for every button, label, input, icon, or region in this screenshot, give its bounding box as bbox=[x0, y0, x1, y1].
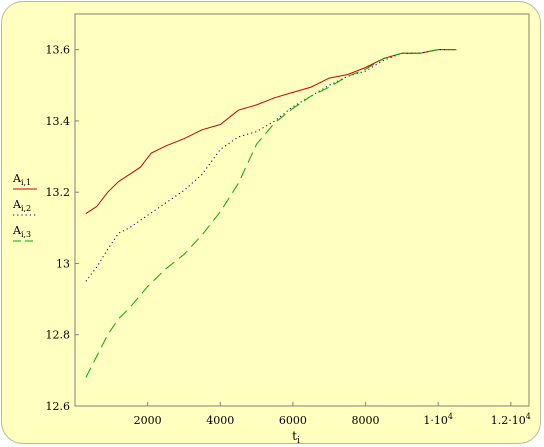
series-line-1 bbox=[85, 49, 457, 215]
y-tick-label: 13.6 bbox=[46, 44, 71, 57]
x-axis-title: ti bbox=[292, 429, 300, 446]
y-tick-label: 12.8 bbox=[46, 329, 71, 342]
x-tick-label: 4000 bbox=[206, 414, 234, 427]
series-line-3 bbox=[85, 49, 457, 378]
x-tick-label: 6000 bbox=[279, 414, 307, 427]
legend-label-1: Ai,1 bbox=[12, 172, 31, 187]
x-axis-ticks: 2000 4000 6000 8000 1·104 1.2·104 bbox=[134, 402, 531, 427]
legend: Ai,1 Ai,2 Ai,3 bbox=[12, 172, 37, 242]
plot-area bbox=[74, 13, 530, 407]
x-tick-label: 8000 bbox=[352, 414, 380, 427]
x-tick-label: 1.2·104 bbox=[491, 412, 531, 427]
series-layer bbox=[85, 49, 457, 378]
x-tick-label: 2000 bbox=[134, 414, 162, 427]
legend-label-2: Ai,2 bbox=[12, 198, 31, 213]
x-tick-label: 1·104 bbox=[423, 412, 453, 427]
y-tick-label: 12.6 bbox=[46, 400, 71, 413]
legend-label-3: Ai,3 bbox=[12, 224, 31, 239]
y-tick-label: 13 bbox=[56, 257, 70, 270]
y-tick-label: 13.2 bbox=[46, 186, 71, 199]
y-axis-ticks: 12.6 12.8 13 13.2 13.4 13.6 bbox=[46, 44, 79, 413]
y-tick-label: 13.4 bbox=[46, 115, 71, 128]
